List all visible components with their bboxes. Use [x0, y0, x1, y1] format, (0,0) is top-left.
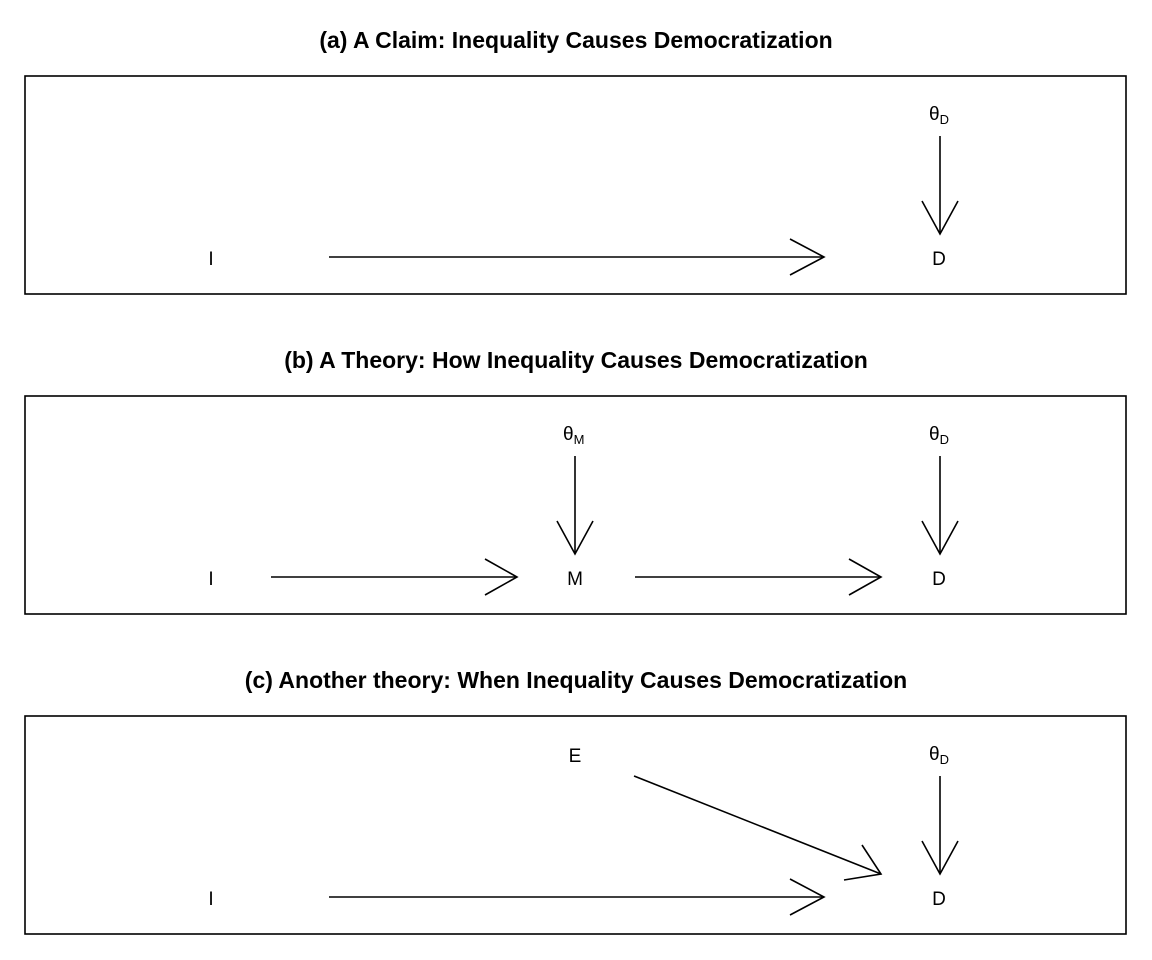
panel-a-title: (a) A Claim: Inequality Causes Democrati… [319, 27, 833, 53]
panel-b-thetad-subscript: D [940, 432, 949, 447]
panel-b-node-m: M [567, 569, 583, 590]
panel-c-node-e: E [569, 746, 582, 767]
panel-c-edge-i-to-d [329, 878, 826, 916]
panel-c-thetad-symbol: θ [929, 744, 940, 765]
panel-a-edge-i-to-d [329, 238, 826, 276]
panel-b-node-d: D [932, 569, 946, 590]
panel-c-node-thetad: θD [929, 744, 949, 767]
panel-b-node-i: I [208, 569, 213, 590]
panel-b-thetam-symbol: θ [563, 424, 574, 445]
panel-b-thetad-symbol: θ [929, 424, 940, 445]
panel-b-frame [24, 395, 1127, 615]
panel-c-title: (c) Another theory: When Inequality Caus… [244, 667, 908, 693]
panel-c-node-i: I [208, 889, 213, 910]
panel-b-edge-i-to-m [271, 558, 519, 596]
panel-b-node-thetam: θM [563, 424, 584, 447]
panel-a-frame [24, 75, 1127, 295]
panel-c-node-d: D [932, 889, 946, 910]
panel-a-thetad-subscript: D [940, 112, 949, 127]
panel-a-node-d: D [932, 249, 946, 270]
panel-b-edge-m-to-d [635, 558, 883, 596]
panel-b-thetam-subscript: M [574, 432, 585, 447]
panel-b-node-thetad: θD [929, 424, 949, 447]
panel-c-frame [24, 715, 1127, 935]
panel-a-edge-thetad-to-d [921, 136, 959, 236]
panel-b-title: (b) A Theory: How Inequality Causes Demo… [284, 347, 868, 373]
panel-b-edge-thetad-to-d [921, 456, 959, 556]
panel-a-node-i: I [208, 249, 213, 270]
panel-c-edge-thetad-to-d [921, 776, 959, 876]
panel-b-edge-thetam-to-m [556, 456, 594, 556]
panel-a-node-thetad: θD [929, 104, 949, 127]
panel-c-edge-e-to-d [633, 775, 883, 881]
panel-c-thetad-subscript: D [940, 752, 949, 767]
panel-a-thetad-symbol: θ [929, 104, 940, 125]
